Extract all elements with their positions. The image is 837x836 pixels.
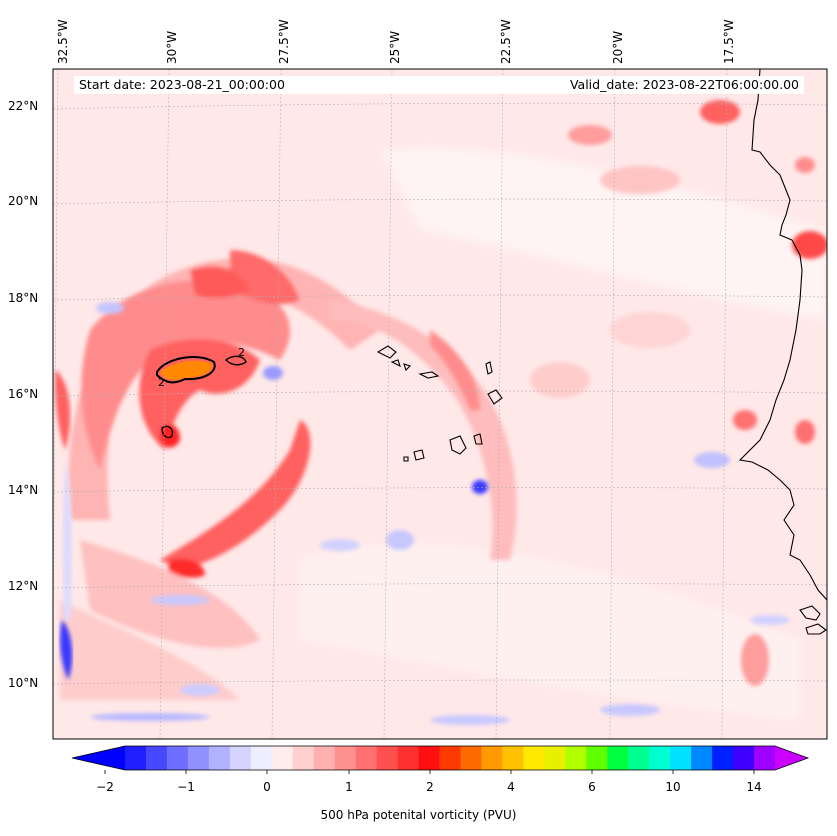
colorbar-swatch [481, 746, 503, 770]
colorbar-swatch [271, 746, 294, 770]
lon-label: 22.5°W [499, 19, 513, 64]
pv-east-patches [530, 100, 827, 686]
lat-label: 14°N [8, 483, 39, 497]
colorbar-swatch [229, 746, 252, 770]
pv-field-light-band [380, 147, 827, 320]
lon-label: 17.5°W [722, 19, 736, 64]
valid-date: Valid_date: 2023-08-22T06:00:00.00 [569, 77, 799, 92]
colorbar-swatch [250, 746, 273, 770]
pv-contour-2-lower [161, 425, 174, 439]
colorbar-swatch [691, 746, 713, 770]
colorbar-extend-high [775, 746, 808, 770]
lat-label: 20°N [8, 194, 39, 208]
colorbar-swatch [649, 746, 671, 770]
colorbar-tick: 0 [263, 780, 271, 794]
lon-label: 30°W [165, 30, 179, 64]
lon-label: 27.5°W [277, 19, 291, 64]
date-box: Start date: 2023-08-21_00:00:00 Valid_da… [74, 76, 804, 94]
contour-label: 2 [238, 346, 245, 359]
pv-contour-2 [156, 356, 216, 384]
colorbar-tick: 10 [665, 780, 681, 794]
colorbar-swatch [418, 746, 441, 770]
colorbar-title: 500 hPa potenital vorticity (PVU) [320, 808, 517, 822]
colorbar-swatch [607, 746, 629, 770]
colorbar-swatch [544, 746, 566, 770]
lat-label: 10°N [8, 676, 39, 690]
colorbar-swatch [376, 746, 399, 770]
colorbar-swatch [166, 746, 189, 770]
colorbar-swatch [355, 746, 378, 770]
pv-west-light-blue [62, 460, 73, 620]
contour-label: 2 [158, 376, 165, 389]
colorbar-swatch [145, 746, 168, 770]
lat-label: 12°N [8, 579, 39, 593]
africa-coastline [738, 69, 827, 601]
start-date: Start date: 2023-08-21_00:00:00 [79, 77, 285, 92]
colorbar-swatch [313, 746, 336, 770]
lat-label: 22°N [8, 99, 39, 113]
pv-contour-2-small [224, 355, 247, 366]
lat-label: 16°N [8, 387, 39, 401]
colorbar-tick: 4 [507, 780, 515, 794]
colorbar-swatch [397, 746, 420, 770]
lon-label: 25°W [388, 30, 402, 64]
colorbar-swatch [439, 746, 461, 770]
colorbar-swatch [754, 746, 776, 770]
colorbar-outline [71, 745, 810, 771]
colorbar-swatch [187, 746, 210, 770]
colorbar-swatch [670, 746, 692, 770]
colorbar-swatch [586, 746, 608, 770]
colorbar-swatch [565, 746, 587, 770]
lon-label: 32.5°W [56, 19, 70, 64]
cape-verde-islands [376, 345, 503, 462]
pv-negative-patches [90, 302, 790, 725]
colorbar-tick: 14 [746, 780, 762, 794]
colorbar-tick: −1 [177, 780, 195, 794]
colorbar-swatch [125, 746, 147, 770]
pv-west-streak [54, 370, 71, 450]
pv-curved-band-core [430, 330, 480, 410]
colorbar-tick: 1 [345, 780, 353, 794]
colorbar-extend-low [72, 746, 125, 770]
colorbar-swatch [628, 746, 650, 770]
africa-coastline-south [799, 605, 827, 635]
colorbar-tick: 2 [426, 780, 434, 794]
pv-max-core [160, 360, 213, 380]
pv-field-light-band-south [300, 544, 800, 720]
colorbar-swatch [502, 746, 524, 770]
colorbar-swatch [334, 746, 357, 770]
map-frame [52, 68, 828, 740]
colorbar-tick: −2 [96, 780, 114, 794]
colorbar-swatch [523, 746, 545, 770]
colorbar-swatch [733, 746, 755, 770]
lon-label: 20°W [611, 30, 625, 64]
colorbar-swatch [460, 746, 482, 770]
colorbar-swatch [208, 746, 231, 770]
pv-west-blue-streak [60, 620, 73, 680]
colorbar-tick: 6 [588, 780, 596, 794]
lat-label: 18°N [8, 291, 39, 305]
colorbar-swatch [292, 746, 315, 770]
colorbar-swatch [712, 746, 734, 770]
colorbar [71, 745, 810, 774]
